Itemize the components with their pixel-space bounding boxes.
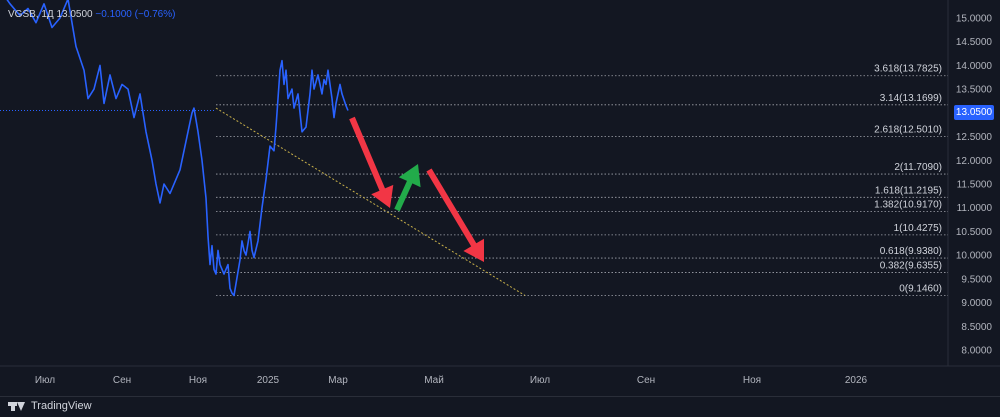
symbol-label: VGSB, 1Д [8,9,54,20]
price-chart[interactable]: 15.000014.500014.000013.500013.000012.50… [0,0,1000,396]
symbol-legend: VGSB, 1Д 13.0500 −0.1000 (−0.76%) [8,9,175,20]
tradingview-logo-icon [8,400,26,412]
x-tick-label: Ноя [743,375,761,386]
fib-level-label: 1.382(10.9170) [874,200,942,211]
x-tick-label: Июл [530,375,550,386]
x-tick-label: 2025 [257,375,280,386]
tradingview-logo[interactable]: TradingView [8,400,92,412]
y-tick-label: 12.0000 [956,156,993,167]
fib-level-label: 3.14(13.1699) [880,93,942,104]
y-tick-label: 14.5000 [956,37,993,48]
y-tick-label: 11.5000 [957,180,993,191]
fib-level-label: 0(9.1460) [899,284,942,295]
y-tick-label: 9.5000 [961,274,992,285]
y-tick-label: 9.0000 [961,298,992,309]
price-series-line [6,0,349,297]
x-tick-label: Июл [35,375,55,386]
trend-line [215,107,526,296]
y-tick-label: 13.5000 [956,85,993,96]
y-tick-label: 10.5000 [956,227,993,238]
fib-level-label: 2.618(12.5010) [874,125,942,136]
change-value: −0.1000 (−0.76%) [95,9,176,20]
ohlc-values: 13.0500 [56,9,93,20]
down-arrow-1 [349,116,394,208]
x-tick-label: Мар [328,375,348,386]
fib-level-label: 1(10.4275) [894,223,942,234]
fib-level-label: 0.382(9.6355) [880,260,942,271]
current-price-badge: 13.0500 [954,105,994,120]
footer-bar: TradingView [0,396,1000,417]
y-tick-label: 8.5000 [961,322,992,333]
x-tick-label: Сен [637,375,655,386]
x-tick-label: Сен [113,375,131,386]
y-tick-label: 8.0000 [961,346,992,357]
fib-level-label: 3.618(13.7825) [874,64,942,75]
fib-level-label: 2(11.7090) [894,162,942,173]
fib-level-label: 0.618(9.9380) [880,246,942,257]
y-tick-label: 14.0000 [956,61,993,72]
up-arrow [394,164,421,212]
brand-name: TradingView [31,400,92,412]
y-tick-label: 10.0000 [956,251,993,262]
x-tick-label: 2026 [845,375,868,386]
y-tick-label: 12.5000 [956,132,993,143]
x-tick-label: Май [424,375,444,386]
y-tick-label: 11.0000 [957,203,993,214]
fib-level-label: 1.618(11.2195) [875,185,942,196]
y-tick-label: 15.0000 [956,14,993,25]
x-tick-label: Ноя [189,375,207,386]
down-arrow-2 [426,168,484,262]
